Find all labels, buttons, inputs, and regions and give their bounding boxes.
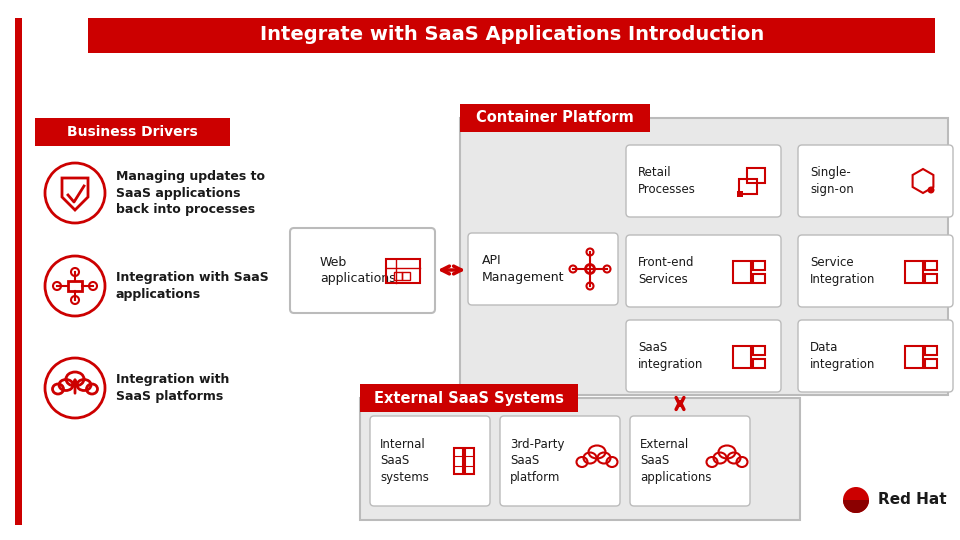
FancyBboxPatch shape xyxy=(630,416,750,506)
Text: Integrate with SaaS Applications Introduction: Integrate with SaaS Applications Introdu… xyxy=(260,25,764,44)
Text: Retail
Processes: Retail Processes xyxy=(638,166,696,195)
FancyBboxPatch shape xyxy=(15,18,22,525)
FancyBboxPatch shape xyxy=(468,233,618,305)
FancyBboxPatch shape xyxy=(500,416,620,506)
Text: Web
applications: Web applications xyxy=(320,256,396,285)
FancyBboxPatch shape xyxy=(626,145,781,217)
FancyBboxPatch shape xyxy=(460,118,948,395)
Text: SaaS
integration: SaaS integration xyxy=(638,341,704,371)
FancyBboxPatch shape xyxy=(626,320,781,392)
Text: Business Drivers: Business Drivers xyxy=(66,125,198,139)
FancyBboxPatch shape xyxy=(626,235,781,307)
Text: Internal
SaaS
systems: Internal SaaS systems xyxy=(380,438,429,484)
FancyBboxPatch shape xyxy=(460,104,650,132)
Text: Integration with
SaaS platforms: Integration with SaaS platforms xyxy=(116,373,229,403)
FancyBboxPatch shape xyxy=(360,384,578,412)
Text: Service
Integration: Service Integration xyxy=(810,256,876,286)
FancyBboxPatch shape xyxy=(35,118,230,146)
FancyBboxPatch shape xyxy=(370,416,490,506)
Text: Container Platform: Container Platform xyxy=(476,111,634,125)
Text: Red Hat: Red Hat xyxy=(878,492,947,508)
FancyBboxPatch shape xyxy=(798,145,953,217)
FancyBboxPatch shape xyxy=(88,18,935,53)
FancyBboxPatch shape xyxy=(798,235,953,307)
FancyBboxPatch shape xyxy=(737,191,743,197)
Text: Data
integration: Data integration xyxy=(810,341,876,371)
Circle shape xyxy=(927,186,934,193)
Text: Single-
sign-on: Single- sign-on xyxy=(810,166,853,195)
FancyBboxPatch shape xyxy=(798,320,953,392)
Text: External
SaaS
applications: External SaaS applications xyxy=(640,438,711,484)
FancyBboxPatch shape xyxy=(360,398,800,520)
Text: External SaaS Systems: External SaaS Systems xyxy=(374,390,564,406)
Text: Front-end
Services: Front-end Services xyxy=(638,256,694,286)
Text: 3rd-Party
SaaS
platform: 3rd-Party SaaS platform xyxy=(510,438,564,484)
Text: Managing updates to
SaaS applications
back into processes: Managing updates to SaaS applications ba… xyxy=(116,170,265,216)
FancyBboxPatch shape xyxy=(290,228,435,313)
Text: Integration with SaaS
applications: Integration with SaaS applications xyxy=(116,271,269,301)
Text: API
Management: API Management xyxy=(482,254,564,284)
Circle shape xyxy=(843,487,869,513)
Wedge shape xyxy=(843,500,869,513)
